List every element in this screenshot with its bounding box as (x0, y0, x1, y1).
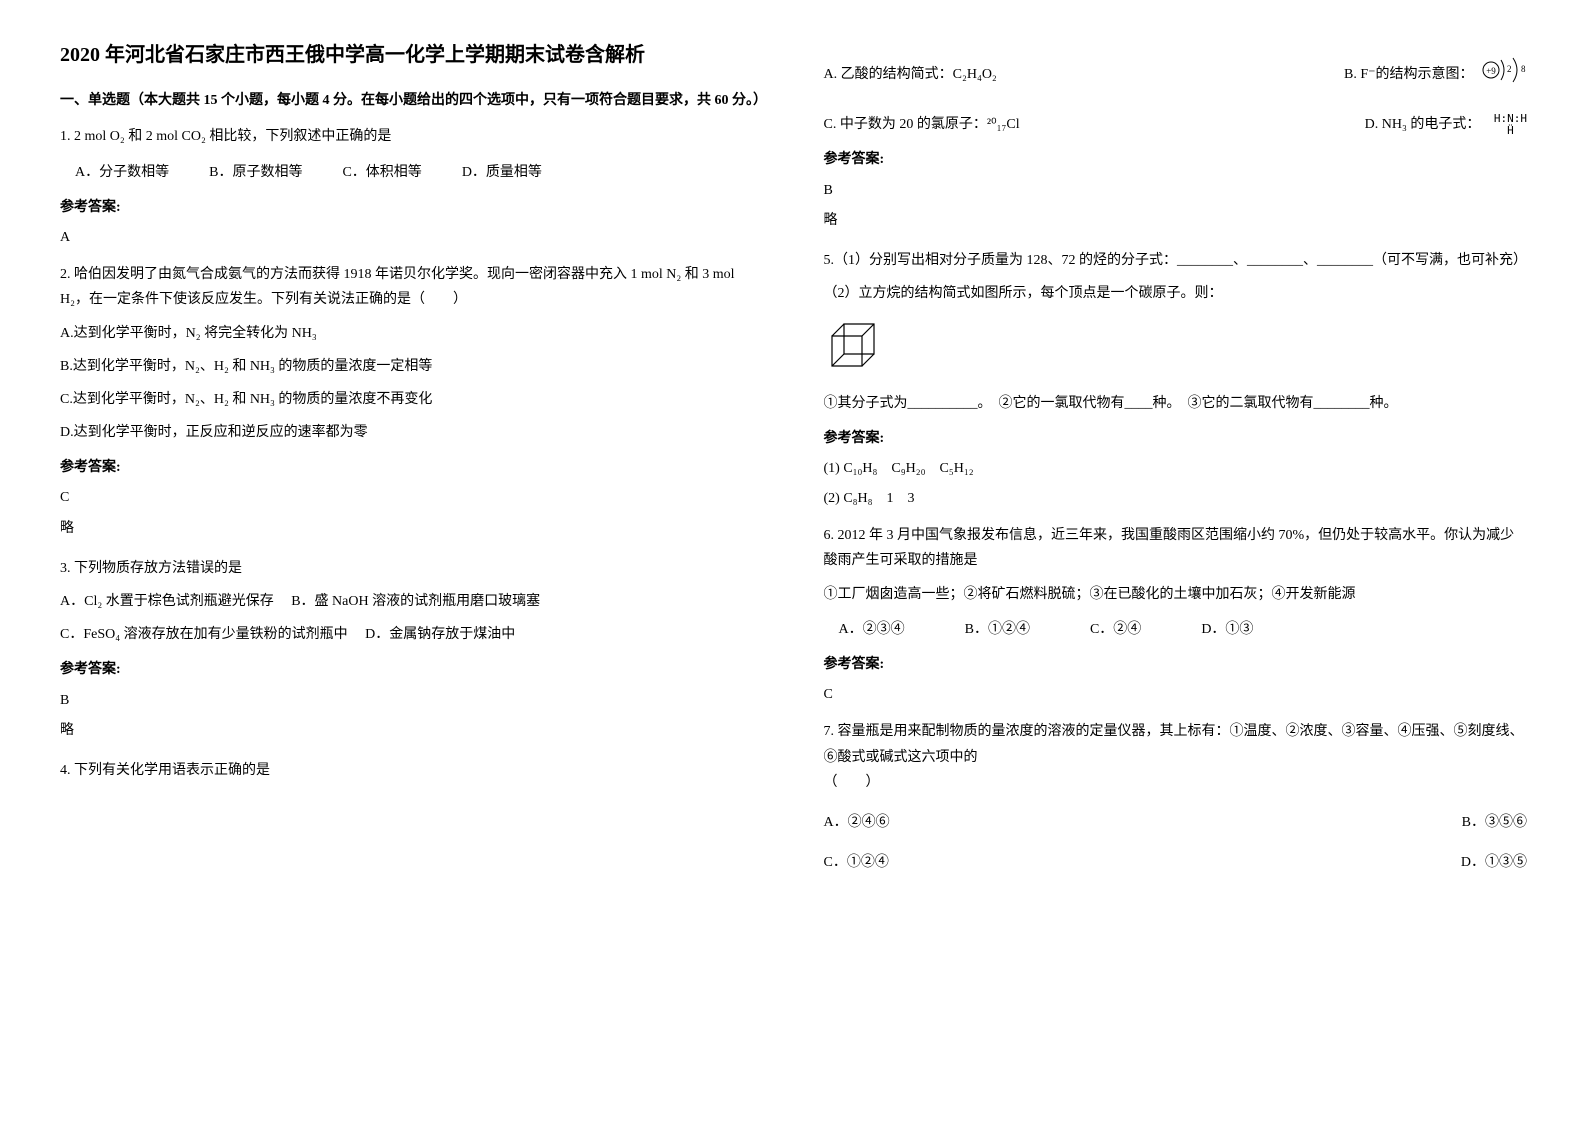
question-text: 2. 哈伯因发明了由氮气合成氨气的方法而获得 1918 年诺贝尔化学奖。现向一密… (60, 262, 764, 312)
option-b: B．③⑤⑥ (1462, 810, 1527, 835)
answer-value: A (60, 225, 764, 250)
question-6: 6. 2012 年 3 月中国气象报发布信息，近三年来，我国重酸雨区范围缩小约 … (824, 523, 1528, 707)
option-a: A．Cl₂ 水置于棕色试剂瓶避光保存 (60, 594, 274, 609)
svg-text:+9: +9 (1486, 66, 1496, 76)
question-1: 1. 2 mol O₂ 和 2 mol CO₂ 相比较，下列叙述中正确的是 A．… (60, 124, 764, 250)
answer-value: C (824, 682, 1528, 707)
option-c: C. 中子数为 20 的氯原子：²⁰₁₇Cl (824, 112, 1020, 137)
answer-value: C (60, 485, 764, 510)
option-a: A.达到化学平衡时，N₂ 将完全转化为 NH₃ (60, 321, 764, 346)
option-b: B．原子数相等 (209, 160, 302, 185)
left-column: 2020 年河北省石家庄市西王俄中学高一化学上学期期末试卷含解析 一、单选题（本… (60, 40, 764, 890)
svg-text:2: 2 (1507, 64, 1512, 74)
option-d: D.达到化学平衡时，正反应和逆反应的速率都为零 (60, 420, 764, 445)
question-3: 3. 下列物质存放方法错误的是 A．Cl₂ 水置于棕色试剂瓶避光保存 B．盛 N… (60, 556, 764, 743)
answer-value: B (824, 178, 1528, 203)
right-column: A. 乙酸的结构简式：C₂H₄O₂ B. F⁻的结构示意图： +9 2 8 (824, 40, 1528, 890)
option-c: C．体积相等 (342, 160, 421, 185)
option-b: B.达到化学平衡时，N₂、H₂ 和 NH₃ 的物质的量浓度一定相等 (60, 354, 764, 379)
options-cd: C．FeSO₄ 溶液存放在加有少量铁粉的试剂瓶中 D．金属钠存放于煤油中 (60, 622, 764, 647)
answer-label: 参考答案: (824, 426, 1528, 451)
question-5: 5.（1）分别写出相对分子质量为 128、72 的烃的分子式：________、… (824, 248, 1528, 511)
answer-2: (2) C₈H₈ 1 3 (824, 486, 1528, 511)
cube-icon (824, 316, 1528, 380)
answer-label: 参考答案: (824, 147, 1528, 172)
paren: （ ） (824, 770, 1528, 795)
question-text: 1. 2 mol O₂ 和 2 mol CO₂ 相比较，下列叙述中正确的是 (60, 124, 764, 149)
option-a: A．②③④ (839, 617, 905, 642)
options-cd: C．①②④ D．①③⑤ (824, 850, 1528, 875)
option-a: A．②④⑥ (824, 810, 890, 835)
answer-label: 参考答案: (60, 455, 764, 480)
question-4-stem: 4. 下列有关化学用语表示正确的是 (60, 758, 764, 783)
option-b: B．盛 NaOH 溶液的试剂瓶用磨口玻璃塞 (291, 594, 540, 609)
question-7: 7. 容量瓶是用来配制物质的量浓度的溶液的定量仪器，其上标有：①温度、②浓度、③… (824, 719, 1528, 875)
options-ab: A. 乙酸的结构简式：C₂H₄O₂ B. F⁻的结构示意图： +9 2 8 (824, 52, 1528, 97)
fluorine-icon: +9 2 8 (1477, 52, 1527, 97)
omit-text: 略 (824, 208, 1528, 233)
option-b: B. F⁻的结构示意图： (1344, 67, 1474, 82)
question-4-options: A. 乙酸的结构简式：C₂H₄O₂ B. F⁻的结构示意图： +9 2 8 (824, 52, 1528, 233)
question-text: 4. 下列有关化学用语表示正确的是 (60, 758, 764, 783)
answer-value: B (60, 688, 764, 713)
options-row: A．分子数相等 B．原子数相等 C．体积相等 D．质量相等 (60, 160, 764, 185)
option-c: C．②④ (1090, 617, 1141, 642)
option-b-wrap: B. F⁻的结构示意图： +9 2 8 (1344, 52, 1527, 97)
answer-label: 参考答案: (824, 652, 1528, 677)
nh3-icon: H:N:H Ḧ (1494, 113, 1527, 137)
options-cd: C. 中子数为 20 的氯原子：²⁰₁₇Cl D. NH₃ 的电子式： H:N:… (824, 112, 1528, 137)
option-a: A. 乙酸的结构简式：C₂H₄O₂ (824, 62, 997, 87)
section-1-header: 一、单选题（本大题共 15 个小题，每小题 4 分。在每小题给出的四个选项中，只… (60, 90, 764, 112)
answer-label: 参考答案: (60, 195, 764, 220)
items-text: ①工厂烟囱造高一些；②将矿石燃料脱硫；③在已酸化的土壤中加石灰；④开发新能源 (824, 582, 1528, 607)
answer-1: (1) C₁₀H₈ C₉H₂₀ C₅H₁₂ (824, 456, 1528, 481)
question-2: 2. 哈伯因发明了由氮气合成氨气的方法而获得 1918 年诺贝尔化学奖。现向一密… (60, 262, 764, 541)
option-d: D．①③ (1201, 617, 1253, 642)
option-a: A．分子数相等 (75, 160, 169, 185)
option-d: D．①③⑤ (1461, 850, 1527, 875)
option-b: B．①②④ (965, 617, 1030, 642)
option-c: C.达到化学平衡时，N₂、H₂ 和 NH₃ 的物质的量浓度不再变化 (60, 387, 764, 412)
option-d: D．质量相等 (462, 160, 542, 185)
omit-text: 略 (60, 516, 764, 541)
question-text: 5.（1）分别写出相对分子质量为 128、72 的烃的分子式：________、… (824, 248, 1528, 273)
option-d: D. NH₃ 的电子式： (1365, 117, 1481, 132)
question-text: 7. 容量瓶是用来配制物质的量浓度的溶液的定量仪器，其上标有：①温度、②浓度、③… (824, 719, 1528, 769)
options-ab: A．Cl₂ 水置于棕色试剂瓶避光保存 B．盛 NaOH 溶液的试剂瓶用磨口玻璃塞 (60, 589, 764, 614)
omit-text: 略 (60, 718, 764, 743)
option-c: C．①②④ (824, 850, 889, 875)
option-d: D．金属钠存放于煤油中 (365, 627, 515, 642)
question-text: 6. 2012 年 3 月中国气象报发布信息，近三年来，我国重酸雨区范围缩小约 … (824, 523, 1528, 573)
answer-label: 参考答案: (60, 657, 764, 682)
option-d-wrap: D. NH₃ 的电子式： H:N:H Ḧ (1365, 112, 1527, 137)
sub-items: ①其分子式为__________。 ②它的一氯取代物有____种。 ③它的二氯取… (824, 391, 1528, 416)
option-c: C．FeSO₄ 溶液存放在加有少量铁粉的试剂瓶中 (60, 627, 348, 642)
options-row: A．②③④ B．①②④ C．②④ D．①③ (824, 617, 1528, 642)
options-ab: A．②④⑥ B．③⑤⑥ (824, 810, 1528, 835)
svg-text:8: 8 (1521, 64, 1526, 74)
exam-page: 2020 年河北省石家庄市西王俄中学高一化学上学期期末试卷含解析 一、单选题（本… (60, 40, 1527, 890)
exam-title: 2020 年河北省石家庄市西王俄中学高一化学上学期期末试卷含解析 (60, 40, 764, 70)
sub-2-text: （2）立方烷的结构简式如图所示，每个顶点是一个碳原子。则： (824, 281, 1528, 306)
question-text: 3. 下列物质存放方法错误的是 (60, 556, 764, 581)
